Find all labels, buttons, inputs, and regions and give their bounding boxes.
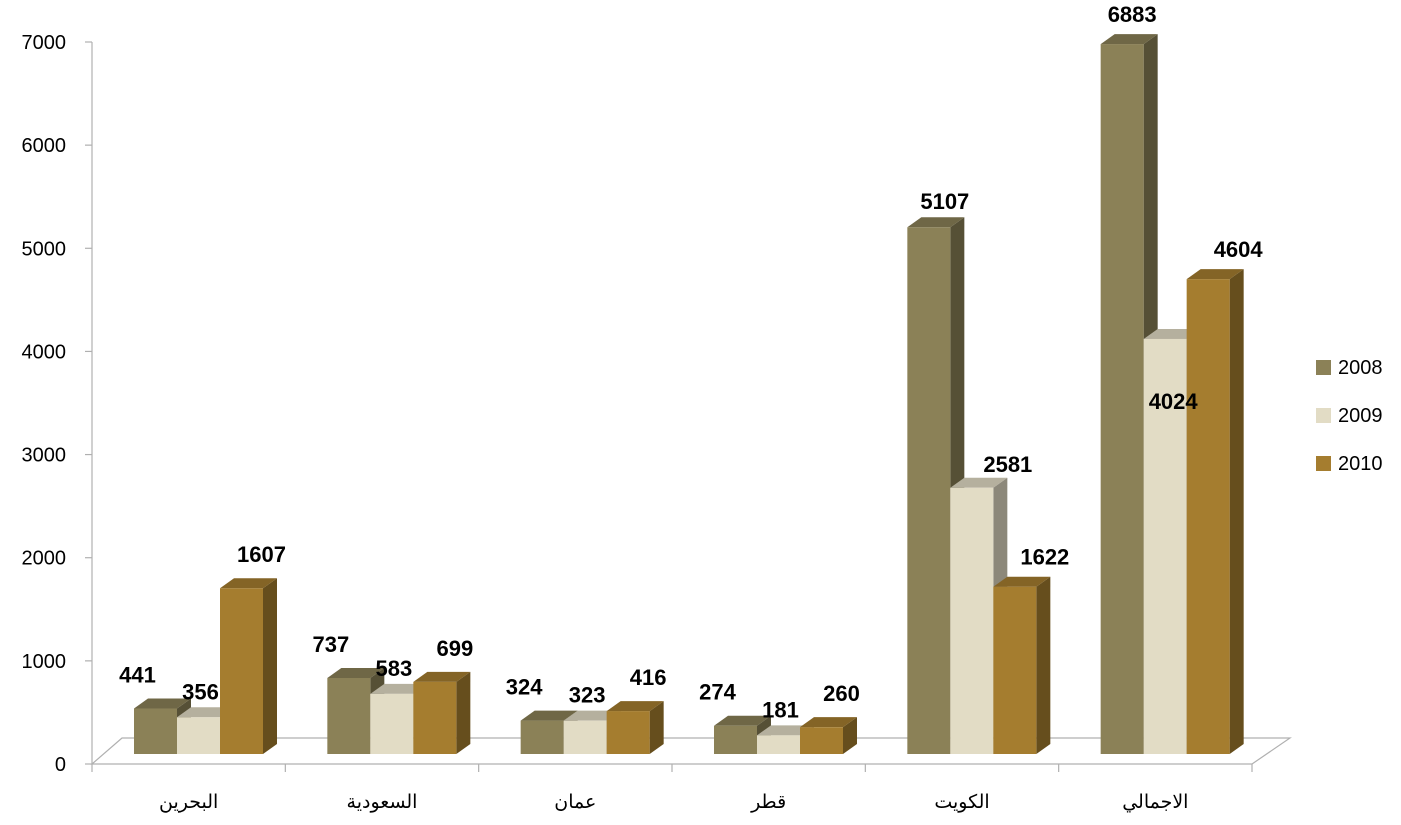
bar (1186, 279, 1230, 754)
bar-top (1186, 269, 1244, 280)
x-category-label: عمان (554, 791, 596, 813)
legend-swatch (1316, 408, 1331, 423)
data-label: 356 (182, 679, 219, 704)
data-label: 324 (506, 675, 543, 700)
data-label: 260 (823, 681, 860, 706)
y-tick-label: 2000 (22, 548, 67, 570)
y-tick-label: 7000 (22, 32, 67, 54)
data-label: 181 (762, 697, 799, 722)
y-tick-label: 0 (55, 754, 66, 776)
bar-top (606, 701, 664, 712)
data-label: 1622 (1020, 545, 1069, 570)
data-label: 441 (119, 663, 156, 688)
x-category-label: السعودية (347, 791, 418, 813)
legend-label: 2008 (1338, 357, 1383, 379)
y-tick-label: 3000 (22, 445, 67, 467)
y-tick-label: 6000 (22, 135, 67, 157)
bar (907, 227, 951, 754)
bar-top (714, 715, 771, 726)
bar-top (950, 477, 1008, 488)
legend-swatch (1316, 360, 1331, 375)
bar-side (456, 671, 471, 754)
data-label: 274 (699, 680, 736, 705)
bar-top (1100, 34, 1158, 45)
bar (714, 725, 757, 754)
bar-top (413, 671, 471, 682)
bar-top (520, 710, 578, 721)
data-label: 699 (436, 636, 473, 661)
bar-top (563, 710, 621, 721)
data-label: 1607 (237, 542, 286, 567)
data-label: 416 (630, 665, 667, 690)
bar-top (220, 578, 277, 589)
data-label: 737 (312, 632, 349, 657)
bar (327, 677, 371, 754)
bar-top (757, 725, 814, 736)
bar (950, 487, 994, 754)
bar (134, 708, 177, 754)
bar-top (327, 667, 385, 678)
bar (1100, 44, 1144, 755)
data-label: 583 (375, 656, 412, 681)
bar-top (993, 576, 1051, 587)
y-tick-label: 4000 (22, 341, 67, 363)
bar (1143, 338, 1187, 754)
bar (220, 588, 263, 754)
bar (413, 681, 457, 754)
legend-label: 2009 (1338, 405, 1383, 427)
x-category-label: البحرين (159, 791, 218, 813)
bar-side (649, 701, 664, 754)
bar-top (370, 683, 428, 694)
data-label: 6883 (1108, 2, 1157, 27)
bar (563, 720, 607, 754)
data-label: 4024 (1149, 389, 1199, 414)
bar-top (177, 707, 234, 718)
bar-top (800, 717, 857, 728)
bar-top (907, 217, 965, 228)
y-tick-label: 1000 (22, 651, 67, 673)
bar-top (134, 698, 191, 709)
x-category-label: الكويت (934, 791, 989, 813)
bar (520, 720, 564, 754)
bar-top (1143, 328, 1201, 339)
x-category-label: قطر (750, 791, 786, 813)
bar (800, 727, 843, 754)
bar (370, 693, 414, 754)
bar-side (1229, 269, 1244, 754)
y-tick-label: 5000 (22, 238, 67, 260)
legend-label: 2010 (1338, 453, 1383, 475)
bar (993, 586, 1037, 754)
bar-side (263, 578, 277, 754)
data-label: 4604 (1214, 237, 1264, 262)
bar (177, 717, 220, 754)
legend-swatch (1316, 456, 1331, 471)
bar (606, 711, 650, 754)
data-label: 323 (569, 683, 606, 708)
data-label: 5107 (920, 189, 969, 214)
data-label: 2581 (983, 452, 1032, 477)
bar-side (1036, 576, 1051, 754)
bar (757, 735, 800, 754)
x-category-label: الاجمالي (1122, 791, 1188, 813)
bar-side (843, 717, 857, 754)
